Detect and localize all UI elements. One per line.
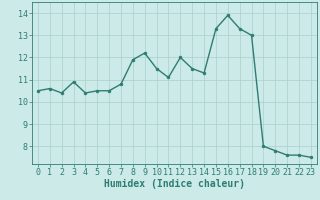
X-axis label: Humidex (Indice chaleur): Humidex (Indice chaleur): [104, 179, 245, 189]
